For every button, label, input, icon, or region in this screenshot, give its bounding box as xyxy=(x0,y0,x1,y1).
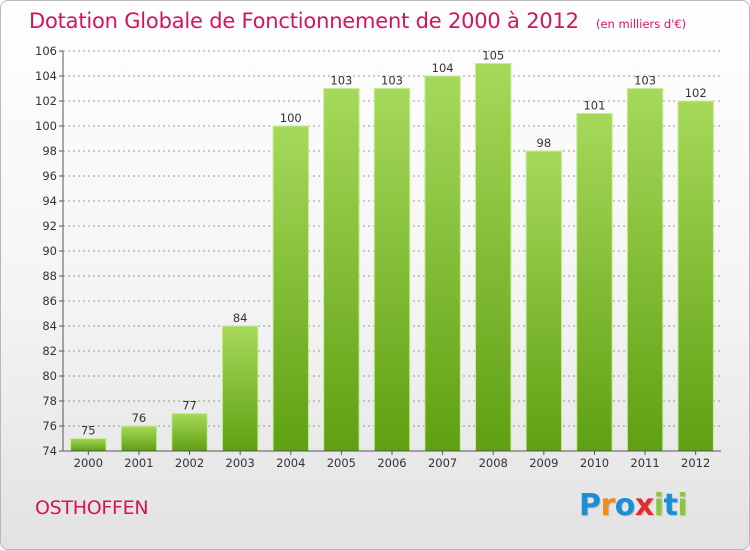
x-tick-label: 2012 xyxy=(681,456,710,470)
bar-value-label: 104 xyxy=(432,61,454,75)
y-tick-label: 106 xyxy=(35,44,57,58)
commune-name: OSTHOFFEN xyxy=(35,497,149,519)
y-tick-label: 84 xyxy=(42,319,57,333)
x-tick-label: 2011 xyxy=(630,456,659,470)
y-tick-label: 92 xyxy=(42,219,57,233)
bar-value-label: 101 xyxy=(583,99,605,113)
y-tick-label: 102 xyxy=(35,94,57,108)
bar-value-label: 98 xyxy=(537,136,552,150)
bar-value-label: 103 xyxy=(381,74,403,88)
logo-letter: i xyxy=(677,488,688,523)
bars xyxy=(70,63,714,452)
bar-value-label: 102 xyxy=(685,86,707,100)
y-tick-label: 96 xyxy=(42,169,57,183)
x-tick-label: 2006 xyxy=(377,456,406,470)
logo-letter: r xyxy=(600,488,616,523)
logo-letter: t xyxy=(663,488,678,523)
y-tick-label: 78 xyxy=(42,394,57,408)
x-tick-label: 2001 xyxy=(124,456,153,470)
x-tick-label: 2003 xyxy=(226,456,255,470)
y-tick-label: 74 xyxy=(42,444,57,458)
bar xyxy=(677,100,714,452)
y-tick-label: 76 xyxy=(42,419,57,433)
logo-letter: x xyxy=(634,488,654,523)
chart-header: Dotation Globale de Fonctionnement de 20… xyxy=(29,9,686,33)
bar xyxy=(475,63,512,452)
bar-value-label: 84 xyxy=(233,311,248,325)
chart-subtitle: (en milliers d'€) xyxy=(595,17,687,31)
bar-value-label: 77 xyxy=(182,399,197,413)
y-tick-label: 90 xyxy=(42,244,57,258)
bar xyxy=(424,75,461,452)
logo-letter: i xyxy=(653,488,664,523)
x-tick-label: 2002 xyxy=(175,456,204,470)
chart-title: Dotation Globale de Fonctionnement de 20… xyxy=(29,9,579,33)
bar-value-label: 75 xyxy=(81,424,96,438)
x-tick-label: 2009 xyxy=(529,456,558,470)
axes: 74 76 78 80 82 84 86 88 90 92 94 96 98 100 102 104 106 20… xyxy=(35,44,721,470)
proxiti-logo[interactable]: Proxiti xyxy=(579,488,688,523)
bar xyxy=(120,425,158,452)
bar-value-label: 105 xyxy=(482,49,504,63)
bar xyxy=(70,438,107,452)
x-tick-label: 2008 xyxy=(479,456,508,470)
x-tick-label: 2007 xyxy=(428,456,457,470)
bar-value-label: 76 xyxy=(132,411,147,425)
y-tick-label: 94 xyxy=(42,194,57,208)
y-tick-label: 104 xyxy=(35,69,57,83)
x-tick-label: 2004 xyxy=(276,456,305,470)
bar-value-label: 100 xyxy=(280,111,302,125)
y-tick-label: 98 xyxy=(42,144,57,158)
bar xyxy=(626,88,664,452)
x-tick-label: 2000 xyxy=(74,456,103,470)
y-tick-label: 86 xyxy=(42,294,57,308)
y-tick-label: 82 xyxy=(42,344,57,358)
logo-letter: o xyxy=(614,488,636,523)
x-tick-label: 2005 xyxy=(327,456,356,470)
bar xyxy=(373,88,411,452)
bar xyxy=(323,88,360,452)
y-tick-label: 88 xyxy=(42,269,57,283)
y-tick-label: 80 xyxy=(42,369,57,383)
bar-value-label: 103 xyxy=(330,74,352,88)
logo-letter: P xyxy=(579,488,601,523)
bar xyxy=(272,125,309,452)
y-tick-label: 100 xyxy=(35,119,57,133)
bar-value-label: 103 xyxy=(634,74,656,88)
bar-labels: 75 76 77 84 100 103 103 104 105 98 101 103 102 xyxy=(81,49,707,438)
bar xyxy=(525,150,563,452)
bar xyxy=(576,113,613,452)
bar xyxy=(221,325,259,452)
x-tick-label: 2010 xyxy=(580,456,609,470)
bar xyxy=(171,413,208,452)
